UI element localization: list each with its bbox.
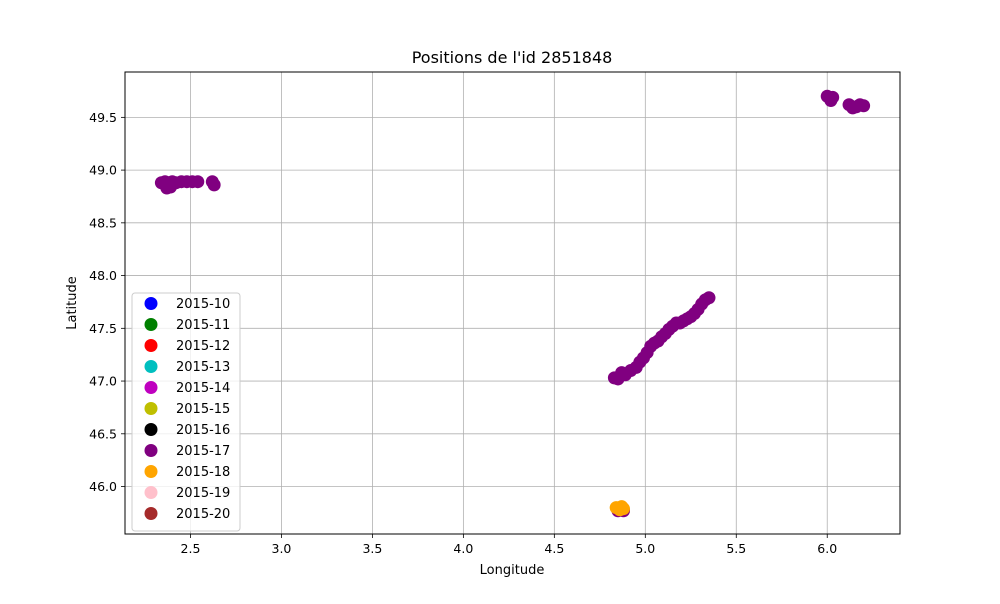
legend-label: 2015-14 xyxy=(176,381,230,396)
point-2015-17 xyxy=(857,99,871,113)
y-tick-label: 47.0 xyxy=(89,374,117,389)
point-2015-18 xyxy=(616,502,630,516)
y-tick-label: 46.0 xyxy=(89,479,117,494)
legend-marker xyxy=(144,402,158,415)
y-axis-label: Latitude xyxy=(65,276,80,330)
legend-marker xyxy=(144,507,158,520)
plot-area xyxy=(124,71,901,535)
legend-marker xyxy=(144,465,158,478)
point-2015-17 xyxy=(826,90,840,104)
point-2015-17 xyxy=(702,291,716,305)
y-tick-label: 47.5 xyxy=(89,321,117,336)
x-axis-label: Longitude xyxy=(480,563,545,578)
legend-marker xyxy=(144,381,158,394)
chart-title: Positions de l'id 2851848 xyxy=(412,48,613,67)
y-tick-label: 48.0 xyxy=(89,268,117,283)
legend-label: 2015-16 xyxy=(176,423,230,438)
x-tick-label: 2.5 xyxy=(181,541,201,556)
legend-label: 2015-11 xyxy=(176,318,230,333)
legend-marker xyxy=(144,423,158,436)
point-2015-17 xyxy=(207,178,221,192)
y-tick-label: 46.5 xyxy=(89,426,117,441)
x-axis: 2.5 3.0 3.5 4.0 4.5 5.0 5.5 6.0 xyxy=(181,534,837,556)
legend-label: 2015-15 xyxy=(176,402,230,417)
y-axis: 46.0 46.5 47.0 47.5 48.0 48.5 49.0 49.5 xyxy=(89,110,125,494)
x-tick-label: 4.5 xyxy=(544,541,564,556)
grid xyxy=(125,72,900,534)
legend-marker xyxy=(144,444,158,457)
legend-box xyxy=(131,292,241,532)
legend-marker xyxy=(144,360,158,373)
legend-label: 2015-12 xyxy=(176,339,230,354)
x-tick-label: 4.0 xyxy=(453,541,473,556)
y-tick-label: 49.5 xyxy=(89,110,117,125)
legend-label: 2015-17 xyxy=(176,444,230,459)
point-2015-17 xyxy=(191,175,205,189)
legend-marker xyxy=(144,339,158,352)
y-tick-label: 49.0 xyxy=(89,163,117,178)
legend-label: 2015-13 xyxy=(176,360,230,375)
legend-marker xyxy=(144,486,158,499)
legend-label: 2015-18 xyxy=(176,465,230,480)
data-points xyxy=(154,89,871,518)
x-tick-label: 3.0 xyxy=(272,541,292,556)
legend-marker xyxy=(144,318,158,331)
legend: 2015-10 2015-11 2015-12 2015-13 2015-14 2015-… xyxy=(131,292,241,532)
legend-label: 2015-10 xyxy=(176,297,230,312)
legend-label: 2015-20 xyxy=(176,507,230,522)
point-2015-17 xyxy=(163,180,177,194)
x-tick-label: 6.0 xyxy=(817,541,837,556)
y-tick-label: 48.5 xyxy=(89,215,117,230)
legend-marker xyxy=(144,297,158,310)
x-tick-label: 5.0 xyxy=(635,541,655,556)
legend-label: 2015-19 xyxy=(176,486,230,501)
x-tick-label: 3.5 xyxy=(362,541,382,556)
x-tick-label: 5.5 xyxy=(726,541,746,556)
